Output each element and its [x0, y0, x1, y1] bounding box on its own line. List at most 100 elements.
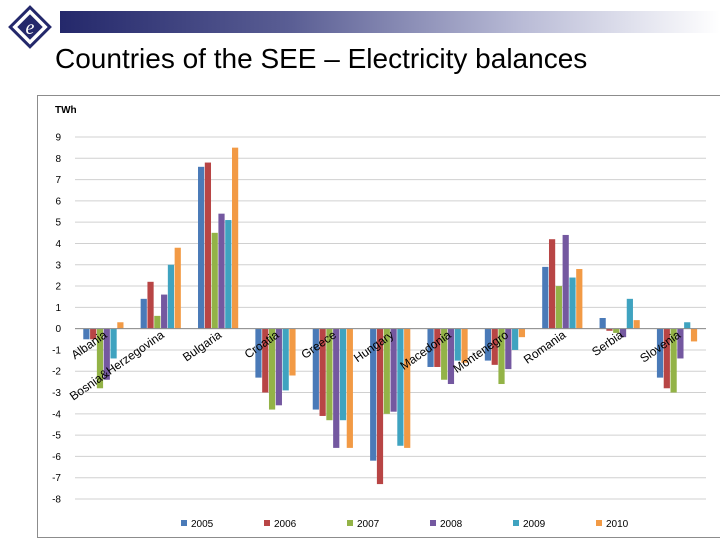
legend-swatch [513, 520, 519, 526]
bar [512, 328, 519, 350]
bar [204, 162, 212, 329]
svg-text:e: e [26, 17, 35, 39]
category-label: Croatia [242, 327, 282, 361]
bar [326, 328, 333, 421]
y-tick-label: -2 [52, 367, 61, 378]
bar [161, 294, 168, 329]
bar [275, 328, 282, 406]
bar [670, 328, 677, 393]
category-label: Bulgaria [180, 327, 224, 364]
legend-label: 2010 [606, 519, 629, 530]
title-bar [60, 11, 720, 33]
y-axis-label: TWh [55, 105, 77, 116]
bar [370, 328, 377, 461]
bar [319, 328, 326, 416]
y-tick-label: 7 [55, 175, 61, 186]
bar [518, 328, 526, 338]
legend-label: 2009 [523, 519, 546, 530]
y-tick-label: 2 [55, 282, 61, 293]
bar [619, 328, 627, 338]
y-tick-label: -4 [52, 409, 61, 420]
bar [555, 286, 562, 329]
bar [110, 328, 117, 359]
bar [167, 264, 175, 329]
y-tick-label: -1 [52, 345, 61, 356]
bar [154, 315, 161, 329]
bar [441, 328, 448, 380]
ec-logo-icon: e [8, 5, 52, 49]
bar [484, 328, 492, 361]
bar [606, 328, 613, 331]
bar [225, 220, 232, 329]
bar [346, 328, 353, 448]
bar [282, 328, 289, 391]
y-tick-label: 8 [55, 154, 61, 165]
bar [289, 328, 296, 376]
bar [663, 328, 670, 389]
bar [90, 328, 97, 340]
bar [268, 328, 276, 410]
bar [548, 239, 556, 329]
bar [684, 322, 691, 329]
y-tick-label: 3 [55, 260, 61, 271]
legend-swatch [430, 520, 436, 526]
bar [569, 277, 576, 329]
legend-label: 2006 [274, 519, 297, 530]
bar [255, 328, 262, 378]
bar [613, 328, 620, 333]
y-tick-label: 5 [55, 218, 61, 229]
bar [633, 320, 640, 329]
bar [599, 318, 606, 329]
bar [96, 328, 104, 389]
bar [117, 322, 124, 329]
bar [677, 328, 684, 359]
bar [626, 298, 633, 329]
y-tick-label: -5 [52, 431, 61, 442]
legend-swatch [596, 520, 602, 526]
bar [198, 166, 205, 329]
bar [498, 328, 505, 385]
legend-label: 2007 [357, 519, 380, 530]
category-label: Serbia [589, 327, 626, 359]
bar [461, 328, 468, 363]
chart-frame: TWh 9 8 7 6 5 4 3 2 1 0 -1 -2 -3 -4 -5 -6 -7 -8 Albania Bosn… [37, 95, 720, 538]
category-label: Romania [521, 327, 569, 366]
bar [576, 269, 583, 329]
bar [262, 328, 269, 393]
bar [542, 266, 549, 329]
bar [434, 328, 441, 367]
y-tick-label: 4 [55, 239, 61, 250]
bar [454, 328, 461, 361]
y-tick-label: 6 [55, 196, 61, 207]
slide-title: Countries of the SEE – Electricity balan… [55, 43, 588, 74]
bar [397, 328, 404, 446]
bar [491, 328, 498, 365]
y-tick-label: -8 [52, 495, 61, 506]
bar [390, 328, 397, 412]
y-tick-label: 1 [55, 303, 61, 314]
y-tick-label: -6 [52, 452, 61, 463]
y-tick-label: 9 [55, 133, 61, 144]
legend-swatch [264, 520, 270, 526]
bar [83, 328, 90, 340]
bar [218, 213, 225, 329]
bar [103, 328, 110, 380]
legend-swatch [181, 520, 187, 526]
bar [376, 328, 384, 485]
bar [232, 147, 239, 329]
legend-label: 2005 [191, 519, 214, 530]
legend-swatch [347, 520, 353, 526]
bar [562, 234, 569, 329]
bar [690, 328, 698, 342]
bar [174, 247, 181, 329]
y-tick-label: -7 [52, 473, 61, 484]
category-label: Bosnia&Herzegovina [67, 327, 167, 403]
bar [505, 328, 512, 370]
bar [147, 281, 154, 329]
bar [211, 232, 218, 329]
bar [312, 328, 319, 410]
bar [339, 328, 347, 421]
y-tick-label: -3 [52, 388, 61, 399]
bar [333, 328, 340, 448]
legend-label: 2008 [440, 519, 463, 530]
